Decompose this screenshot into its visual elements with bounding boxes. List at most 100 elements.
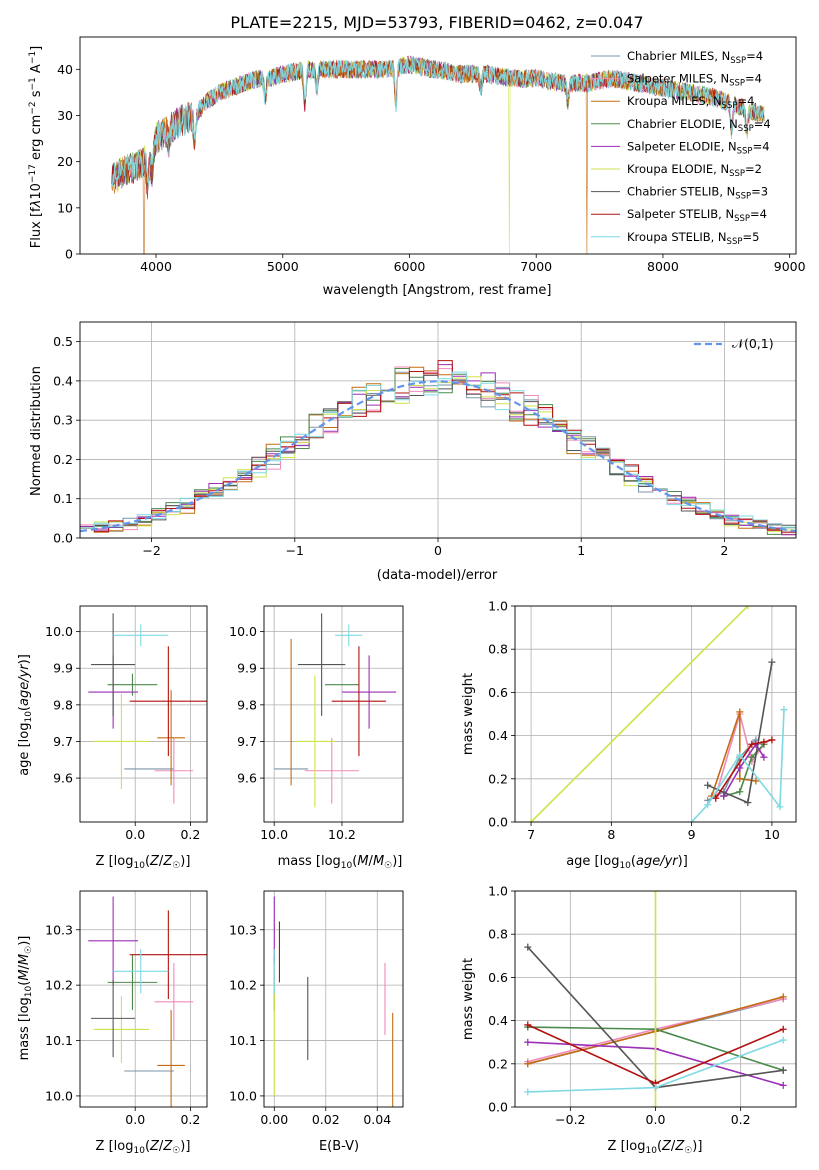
- y-tick-label: 9.9: [237, 661, 257, 676]
- error-bars: [273, 896, 394, 1107]
- legend-label: Chabrier ELODIE, NSSP=4: [627, 117, 771, 134]
- series-marker: [688, 818, 696, 822]
- series-marker: [524, 1060, 532, 1068]
- error-bars: [88, 613, 207, 804]
- y-tick-label: 9.8: [237, 697, 257, 712]
- y-tick-label: 10.0: [45, 624, 73, 639]
- y-tick-label: 0.4: [488, 728, 508, 743]
- error-bar: [91, 979, 136, 1058]
- x-tick-label: 6000: [394, 259, 426, 274]
- y-tick-label: 10.3: [229, 922, 257, 937]
- x-tick-label: 0.2: [180, 827, 200, 842]
- series-marker: [779, 1066, 787, 1074]
- y-tick-label: 9.7: [237, 734, 257, 749]
- series-line: [710, 711, 757, 797]
- series-marker: [704, 781, 712, 789]
- legend-label: Chabrier STELIB, NSSP=3: [627, 185, 768, 202]
- series-marker: [652, 1084, 659, 1092]
- series-marker: [712, 794, 720, 802]
- series-marker: [780, 706, 788, 714]
- error-bar: [113, 624, 169, 647]
- y-tick-label: 40: [57, 62, 73, 77]
- error-bar: [91, 613, 136, 716]
- y-tick-label: 0.8: [488, 927, 508, 942]
- y-tick-label: 0.8: [488, 642, 508, 657]
- series-marker: [768, 658, 776, 666]
- x-tick-label: 8: [607, 827, 615, 842]
- x-tick-label: −1: [286, 543, 304, 558]
- error-bar: [154, 963, 194, 1041]
- y-tick-label: 10.2: [229, 978, 257, 993]
- series-marker: [736, 708, 744, 716]
- y-tick-label: 0.0: [53, 531, 73, 546]
- y-tick-label: 20: [57, 154, 73, 169]
- mass-z-xlabel: Z [log10(Z/Z☉)]: [96, 1139, 191, 1156]
- x-tick-label: 0.2: [731, 1112, 751, 1127]
- series-marker: [760, 753, 768, 761]
- y-tick-label: 10.0: [45, 1088, 73, 1103]
- x-tick-label: 5000: [267, 259, 299, 274]
- y-tick-label: 10.2: [45, 978, 73, 993]
- series-marker: [524, 1038, 532, 1046]
- series-marker: [720, 792, 728, 800]
- x-tick-label: 9: [688, 827, 696, 842]
- series-marker: [779, 1025, 787, 1033]
- mass-vs-ebv-panel: 0.00 0.02 0.04 10.0 10.1 10.2 10.3: [229, 890, 404, 1127]
- error-bar: [304, 737, 359, 804]
- y-tick-label: 0.5: [53, 334, 73, 349]
- x-tick-label: 10.0: [260, 827, 288, 842]
- histogram-kroupa-stelib: [80, 371, 796, 535]
- series-marker: [736, 775, 744, 783]
- x-tick-label: 0.2: [180, 1112, 200, 1127]
- age-mass-xlabel: mass [log10(M/M☉)]: [278, 854, 403, 871]
- x-tick-label: −0.2: [555, 1112, 585, 1127]
- y-tick-label: 10.1: [45, 1033, 73, 1048]
- x-tick-label: 9000: [774, 259, 806, 274]
- age-z-ylabel: age [log10(age/yr)]: [17, 654, 34, 776]
- series-marker: [779, 1036, 787, 1044]
- residuals-panel: −2 −1 0 1 2 0.0 0.1 0.2 0.3 0.4 0.5 𝒩(0,1): [53, 321, 797, 558]
- y-tick-label: 0.1: [53, 491, 73, 506]
- error-bar: [129, 646, 207, 757]
- series-marker: [524, 1021, 532, 1029]
- ticks: 0.0 0.2 9.6 9.7 9.8 9.9 10.0: [45, 624, 200, 842]
- x-tick-label: 1: [577, 543, 585, 558]
- spectrum-series-kroupa-stelib: [111, 56, 765, 187]
- series-line: [723, 743, 765, 797]
- error-bar: [93, 693, 150, 790]
- x-tick-label: −2: [142, 543, 160, 558]
- error-bar: [88, 896, 138, 986]
- series-marker: [524, 1088, 532, 1096]
- x-tick-label: 0.0: [646, 1112, 666, 1127]
- y-tick-label: 10: [57, 200, 73, 215]
- series-marker: [748, 740, 756, 748]
- mass-z-ylabel: mass [log10(M/M☉)]: [17, 936, 34, 1061]
- error-bars: [274, 613, 397, 808]
- series-salpeter-elodie: [720, 740, 768, 800]
- series-marker: [744, 606, 752, 610]
- error-bar: [341, 655, 397, 729]
- ticks: −0.2 0.0 0.2 0.0 0.2 0.4 0.6 0.8 1.0: [488, 884, 750, 1128]
- plot-frame: [79, 321, 797, 539]
- x-tick-label: 0.0: [125, 1112, 145, 1127]
- legend-label: Salpeter ELODIE, NSSP=4: [627, 139, 770, 156]
- y-tick-label: 9.7: [53, 734, 73, 749]
- series-marker: [736, 751, 744, 759]
- y-tick-label: 10.3: [45, 922, 73, 937]
- weight-lines: [527, 606, 788, 822]
- error-bars: [88, 896, 207, 1107]
- error-bar: [297, 613, 346, 716]
- y-tick-label: 0.6: [488, 685, 508, 700]
- y-tick-label: 0.6: [488, 970, 508, 985]
- legend-label: Kroupa ELODIE, NSSP=2: [627, 162, 762, 179]
- plot-frame: [263, 605, 404, 823]
- spectrum-ylabel: Flux [fλ10−17 erg cm−2 s−1 A−1]: [28, 46, 44, 248]
- series-kroupa-elodie: [527, 606, 752, 822]
- mass-vs-metallicity-panel: 0.0 0.2 10.0 10.1 10.2 10.3: [45, 890, 208, 1127]
- ticks: 7 8 9 10 0.0 0.2 0.4 0.6 0.8 1.0: [488, 599, 780, 843]
- plot-frame: [514, 890, 797, 1108]
- mass-weight-vs-age-panel: 7 8 9 10 0.0 0.2 0.4 0.6 0.8 1.0: [488, 599, 797, 843]
- error-bar: [157, 1010, 185, 1107]
- mw-age-xlabel: age [log10(age/yr)]: [566, 854, 688, 871]
- normal-reference-curve: [80, 380, 796, 533]
